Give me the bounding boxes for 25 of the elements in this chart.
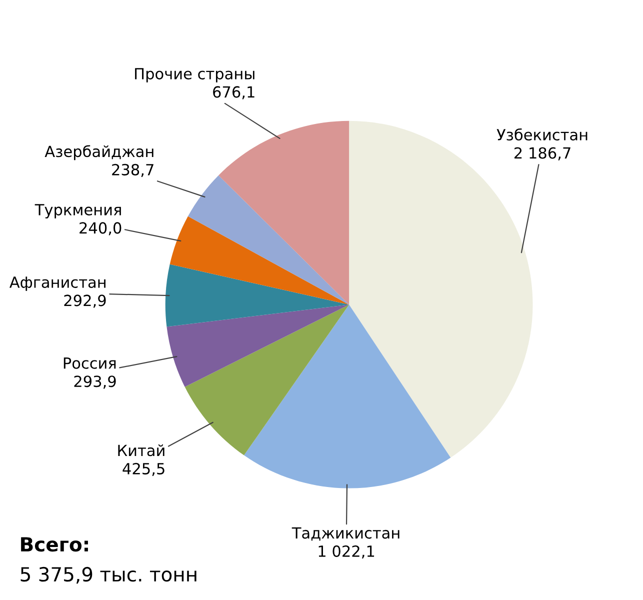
slice-label: Туркмения <box>34 204 121 218</box>
data-label: 293,9 <box>74 376 116 389</box>
pie-slice <box>244 304 451 488</box>
slice-label: Афганистан <box>10 276 106 291</box>
data-label: 238,7 <box>112 164 154 178</box>
pie-slice <box>170 216 350 305</box>
data-label: 1 022,1 <box>318 545 374 559</box>
pie-slice <box>165 264 350 327</box>
pie-slice <box>218 120 350 305</box>
pie-slice <box>184 304 350 456</box>
text: Всего: <box>21 537 88 552</box>
data-label: 2 186,7 <box>514 147 570 160</box>
data-label: 676,1 <box>213 86 254 100</box>
data-label: 425,5 <box>122 462 164 476</box>
pie-slice <box>188 175 350 305</box>
slice-label: Россия <box>64 358 116 369</box>
slice-label: Азербайджан <box>44 145 154 160</box>
data-label: 240,0 <box>80 222 122 236</box>
pie-slice <box>166 304 350 387</box>
data-label: 292,9 <box>64 294 106 308</box>
slice-label: Таджикистан <box>292 527 400 541</box>
slice-label: Узбекистан <box>496 128 588 140</box>
slice-label: Китай <box>118 444 164 456</box>
text: 5 375,9 тыс. тонн <box>20 566 196 584</box>
slice-label: Прочие страны <box>135 68 254 82</box>
